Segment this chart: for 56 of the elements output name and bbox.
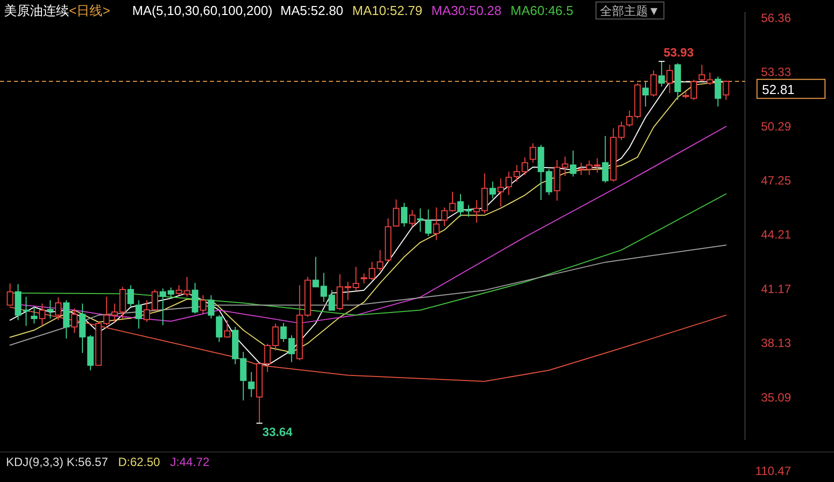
candlestick	[224, 320, 230, 338]
candlestick	[650, 70, 657, 98]
candlestick	[714, 76, 722, 108]
chart-subtitle: <日线>	[69, 3, 110, 18]
candlestick	[408, 209, 416, 228]
candlestick	[6, 282, 14, 306]
candlestick	[642, 81, 649, 108]
candlestick	[208, 294, 214, 320]
candlestick	[216, 314, 222, 342]
candlestick	[46, 300, 54, 320]
candlestick	[400, 202, 408, 228]
text: 110.47	[755, 464, 792, 478]
annotation: 53.93	[664, 45, 694, 60]
candlestick	[200, 294, 206, 314]
candlestick	[38, 303, 46, 326]
y-tick-label: 56.36	[760, 11, 792, 26]
ref-line-label: 52.81	[762, 82, 795, 97]
text: MA10:52.79	[352, 3, 422, 18]
candlestick	[71, 308, 78, 334]
chart-title: 美原油连续	[4, 3, 69, 18]
annotation: 全部主题▼	[600, 4, 660, 18]
text: MA30:50.28	[431, 3, 502, 18]
y-tick-label: 53.33	[760, 65, 792, 80]
candlestick	[489, 181, 496, 199]
text: D:62.50	[118, 455, 160, 469]
y-tick-label: 35.09	[760, 390, 792, 404]
text: KDJ(9,3,3) K:56.57	[6, 455, 108, 469]
candlestick	[30, 306, 38, 324]
candlestick	[530, 142, 536, 164]
candlestick	[192, 282, 198, 314]
candlestick	[127, 284, 134, 308]
y-tick-label: 41.17	[760, 282, 792, 296]
candlestick	[433, 206, 440, 241]
candlestick	[666, 64, 673, 94]
candlestick	[360, 272, 368, 284]
line-series	[10, 306, 726, 382]
y-tick-label: 50.29	[760, 119, 792, 134]
candlestick	[135, 300, 142, 330]
line-series	[10, 244, 726, 346]
y-tick-label: 44.21	[760, 228, 792, 242]
text: J:44.72	[170, 455, 210, 469]
candlestick	[248, 372, 255, 398]
text: MA60:46.5	[510, 3, 574, 18]
candlestick	[176, 284, 182, 296]
legend-title: MA(5,10,30,60,100,200)	[132, 3, 272, 18]
candlestick	[570, 150, 576, 178]
annotation: 33.64	[262, 425, 293, 440]
candlestick	[722, 80, 730, 100]
candlestick	[602, 135, 609, 184]
y-tick-label: 47.25	[760, 174, 792, 188]
candlestick	[55, 297, 62, 321]
candlestick	[546, 168, 552, 196]
text: MA5:52.80	[280, 3, 344, 18]
candlestick	[184, 276, 190, 298]
candlestick	[658, 60, 665, 88]
y-tick-label: 38.13	[760, 336, 792, 350]
